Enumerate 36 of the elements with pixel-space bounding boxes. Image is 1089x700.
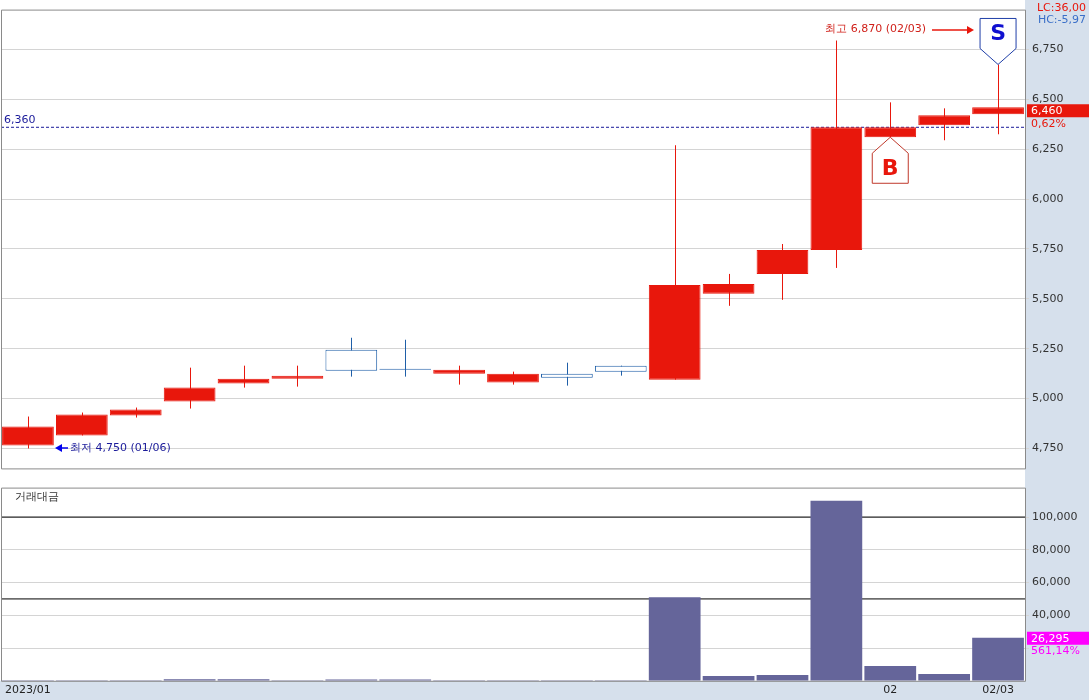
y-tick-label: 6,250 xyxy=(1032,142,1064,156)
annotation: 최저 4,750 (01/06) xyxy=(69,441,171,455)
y-tick-label: 6,750 xyxy=(1032,42,1064,56)
x-tick-label: 2023/01 xyxy=(5,683,51,697)
candlestick xyxy=(541,362,593,387)
annotation: 최고 6,870 (02/03) xyxy=(825,22,927,36)
annotation: B xyxy=(881,154,899,180)
text: HC:-5,97 xyxy=(1037,12,1086,26)
bar xyxy=(810,500,863,681)
y-tick-label: 100,000 xyxy=(1032,509,1078,523)
y-tick-label: 40,000 xyxy=(1032,608,1071,622)
y-tick-label: 6,500 xyxy=(1032,92,1064,106)
x-tick-label: 02 xyxy=(883,683,898,697)
text: 561,14% xyxy=(1031,643,1080,657)
y-tick-label: 6,000 xyxy=(1032,191,1064,205)
y-tick-label: 80,000 xyxy=(1032,542,1071,556)
y-tick-label: 5,500 xyxy=(1032,291,1064,305)
ref-line-label: 6,360 xyxy=(4,112,36,126)
y-tick-label: 4,750 xyxy=(1032,441,1064,455)
y-tick-label: 5,750 xyxy=(1032,241,1064,255)
candlestick xyxy=(433,365,485,386)
chart-title: 거래대금 xyxy=(15,489,59,503)
x-tick-label: 02/03 xyxy=(982,683,1014,697)
y-tick-label: 5,000 xyxy=(1032,391,1064,405)
candlestick xyxy=(217,365,270,389)
text: 0,62% xyxy=(1031,117,1066,131)
text: LC:36,00 xyxy=(1036,0,1086,14)
candlestick xyxy=(271,365,324,388)
bar xyxy=(648,597,701,681)
bar xyxy=(972,637,1024,681)
y-tick-label: 60,000 xyxy=(1032,575,1071,589)
bar xyxy=(864,666,917,681)
y-tick-label: 5,250 xyxy=(1032,341,1064,355)
annotation: S xyxy=(990,20,1006,46)
text: 26,295 xyxy=(1031,631,1070,645)
text: 6,460 xyxy=(1031,104,1063,118)
